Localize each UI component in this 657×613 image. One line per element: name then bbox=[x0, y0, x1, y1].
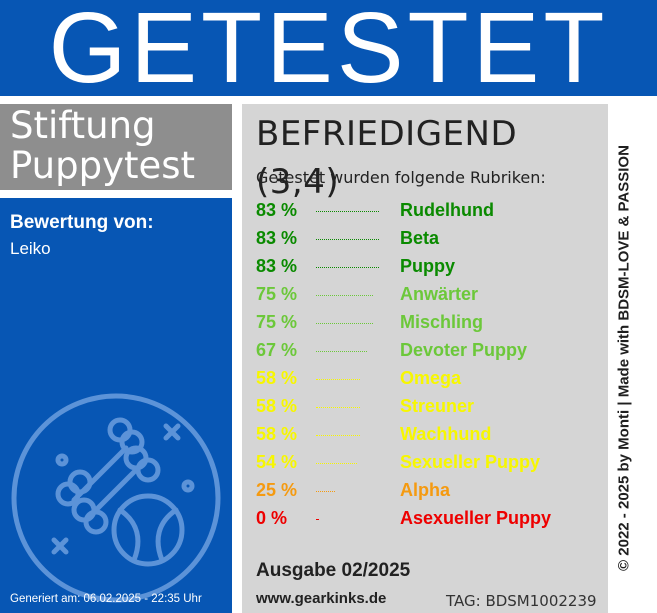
category-row: 58 % Wachhund bbox=[256, 422, 606, 450]
category-percent: 58 % bbox=[256, 396, 298, 416]
category-row: 58 % Streuner bbox=[256, 394, 606, 422]
category-row: 0 % Asexueller Puppy bbox=[256, 506, 606, 534]
category-level-line bbox=[316, 379, 360, 380]
category-name: Rudelhund bbox=[400, 200, 494, 220]
rating-label: Bewertung von: bbox=[10, 212, 154, 233]
category-level-line bbox=[316, 463, 357, 464]
rating-name: Leiko bbox=[10, 239, 51, 258]
org-name-line2: Puppytest bbox=[10, 144, 196, 187]
copyright-text: © 2022 - 2025 by Monti | Made with BDSM-… bbox=[615, 145, 633, 571]
category-percent: 83 % bbox=[256, 228, 298, 248]
org-name-line1: Stiftung bbox=[10, 104, 156, 147]
category-level-line bbox=[316, 295, 373, 296]
generated-date: Generiert am: 06.02.2025 - 22:35 Uhr bbox=[10, 593, 202, 605]
category-name: Beta bbox=[400, 228, 440, 248]
verdict: BEFRIEDIGEND (3,4) bbox=[256, 114, 518, 202]
category-name: Omega bbox=[400, 368, 462, 388]
category-row: 83 % Puppy bbox=[256, 254, 606, 282]
category-level-line bbox=[316, 323, 373, 324]
category-row: 83 % Rudelhund bbox=[256, 198, 606, 226]
category-percent: 0 % bbox=[256, 508, 288, 528]
category-level-line bbox=[316, 519, 318, 520]
website-link[interactable]: www.gearkinks.de bbox=[256, 590, 387, 607]
left-panel: Bewertung von: Leiko Gener bbox=[0, 198, 232, 613]
category-percent: 58 % bbox=[256, 368, 298, 388]
tag-label: TAG: BDSM1002239 bbox=[446, 592, 597, 610]
category-percent: 58 % bbox=[256, 424, 298, 444]
category-percent: 75 % bbox=[256, 312, 298, 332]
org-box: Stiftung Puppytest bbox=[0, 104, 232, 190]
category-name: Mischling bbox=[400, 312, 484, 332]
main-panel: BEFRIEDIGEND (3,4) Getestet wurden folge… bbox=[242, 104, 608, 613]
category-percent: 25 % bbox=[256, 480, 298, 500]
category-row: 54 % Sexueller Puppy bbox=[256, 450, 606, 478]
category-percent: 83 % bbox=[256, 256, 298, 276]
category-percent: 83 % bbox=[256, 200, 298, 220]
category-level-line bbox=[316, 351, 367, 352]
header-title: GETESTET bbox=[48, 0, 609, 104]
category-row: 75 % Mischling bbox=[256, 310, 606, 338]
category-name: Streuner bbox=[400, 396, 475, 416]
category-percent: 67 % bbox=[256, 340, 298, 360]
category-row: 25 % Alpha bbox=[256, 478, 606, 506]
category-row: 58 % Omega bbox=[256, 366, 606, 394]
category-row: 75 % Anwärter bbox=[256, 282, 606, 310]
category-row: 83 % Beta bbox=[256, 226, 606, 254]
category-name: Anwärter bbox=[400, 284, 479, 304]
divider bbox=[0, 96, 657, 104]
category-level-line bbox=[316, 491, 335, 492]
categories-intro: Getestet wurden folgende Rubriken: bbox=[256, 168, 546, 187]
category-name: Alpha bbox=[400, 480, 451, 500]
category-name: Asexueller Puppy bbox=[400, 508, 552, 528]
header-banner: GETESTET bbox=[0, 0, 657, 102]
category-level-line bbox=[316, 407, 360, 408]
category-level-line bbox=[316, 239, 379, 240]
category-name: Devoter Puppy bbox=[400, 340, 528, 360]
category-percent: 54 % bbox=[256, 452, 298, 472]
bone-ball-badge-icon bbox=[11, 393, 221, 603]
copyright-sidebar: © 2022 - 2025 by Monti | Made with BDSM-… bbox=[610, 104, 638, 613]
category-name: Sexueller Puppy bbox=[400, 452, 541, 472]
category-level-line bbox=[316, 435, 360, 436]
category-level-line bbox=[316, 211, 379, 212]
category-row: 67 % Devoter Puppy bbox=[256, 338, 606, 366]
category-name: Wachhund bbox=[400, 424, 492, 444]
issue-label: Ausgabe 02/2025 bbox=[256, 560, 411, 581]
category-level-line bbox=[316, 267, 379, 268]
org-name: Stiftung Puppytest bbox=[10, 106, 195, 186]
category-name: Puppy bbox=[400, 256, 456, 276]
category-percent: 75 % bbox=[256, 284, 298, 304]
